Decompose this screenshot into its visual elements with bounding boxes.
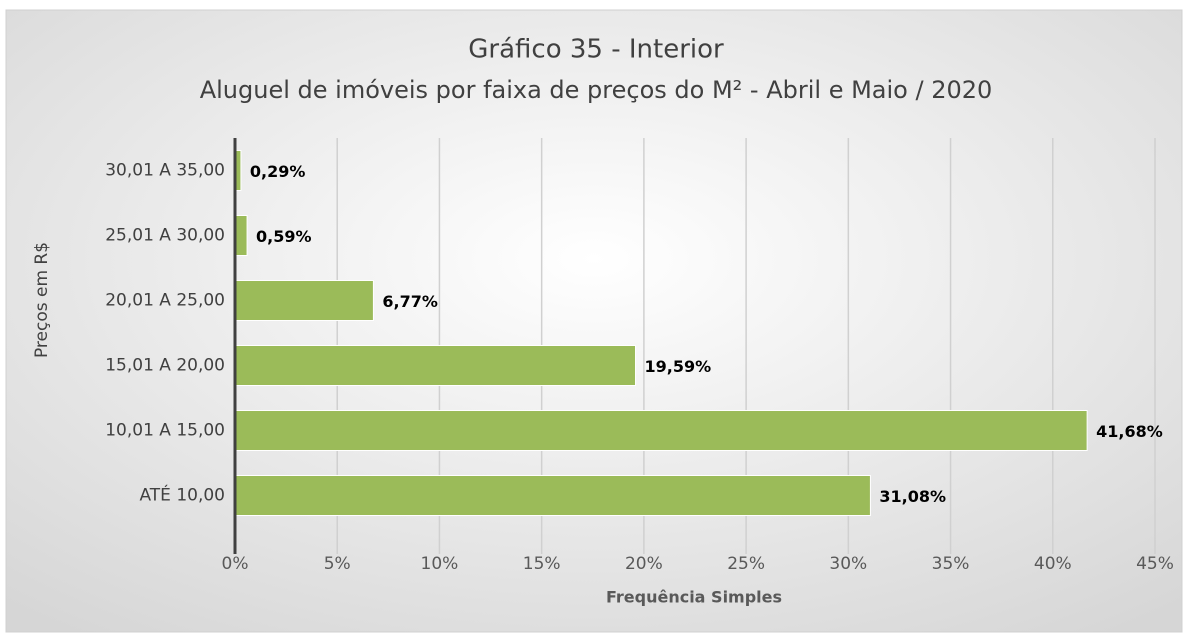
data-label: 31,08% bbox=[879, 487, 946, 506]
x-tick-label: 30% bbox=[829, 554, 867, 574]
y-axis-label: Preços em R$ bbox=[32, 242, 52, 358]
chart-title: Gráfico 35 - Interior bbox=[468, 35, 724, 65]
data-label: 6,77% bbox=[382, 292, 438, 311]
y-tick-label: 20,01 A 25,00 bbox=[105, 291, 225, 311]
bar bbox=[234, 410, 1088, 451]
x-tick-label: 10% bbox=[421, 554, 459, 574]
x-tick-label: 15% bbox=[523, 554, 561, 574]
x-tick-label: 5% bbox=[324, 554, 351, 574]
data-label: 19,59% bbox=[645, 357, 712, 376]
y-tick-label: ATÉ 10,00 bbox=[139, 484, 225, 506]
bar bbox=[234, 345, 637, 386]
chart-subtitle: Aluguel de imóveis por faixa de preços d… bbox=[200, 76, 993, 104]
x-tick-label: 25% bbox=[727, 554, 765, 574]
bar bbox=[234, 280, 374, 321]
data-label: 0,59% bbox=[256, 227, 312, 246]
y-tick-label: 10,01 A 15,00 bbox=[105, 421, 225, 441]
y-tick-label: 30,01 A 35,00 bbox=[105, 161, 225, 181]
y-tick-label: 15,01 A 20,00 bbox=[105, 356, 225, 376]
chart-background bbox=[5, 9, 1183, 633]
y-tick-label: 25,01 A 30,00 bbox=[105, 226, 225, 246]
x-tick-label: 0% bbox=[222, 554, 249, 574]
bar bbox=[234, 215, 248, 256]
x-tick-label: 35% bbox=[932, 554, 970, 574]
bar bbox=[234, 475, 871, 516]
x-tick-label: 40% bbox=[1034, 554, 1072, 574]
data-label: 41,68% bbox=[1096, 422, 1163, 441]
data-label: 0,29% bbox=[250, 162, 306, 181]
x-tick-label: 45% bbox=[1136, 554, 1174, 574]
x-tick-label: 20% bbox=[625, 554, 663, 574]
x-axis-label: Frequência Simples bbox=[606, 588, 782, 607]
